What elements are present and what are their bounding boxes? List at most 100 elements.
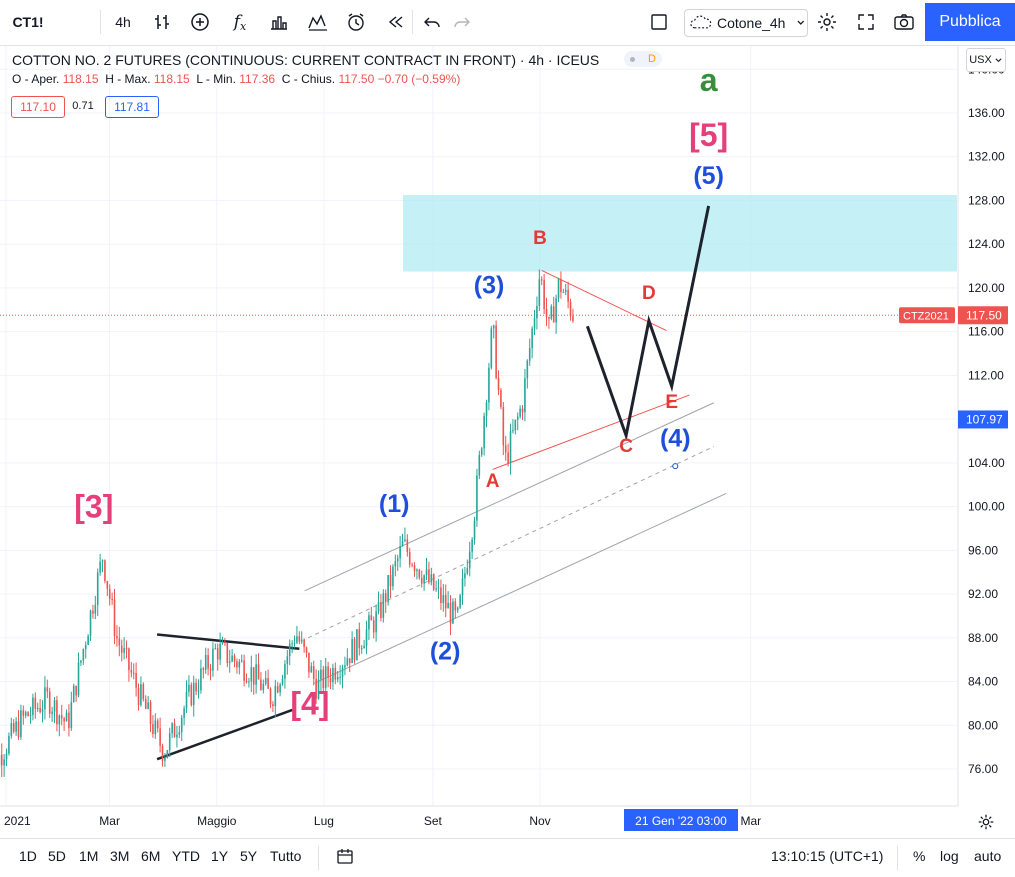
candle-body: [335, 668, 337, 680]
add-indicator-icon[interactable]: [186, 8, 214, 36]
candle-body: [500, 390, 502, 407]
range-5d-button[interactable]: 5D: [48, 848, 66, 864]
triangle-upper-line: [157, 635, 299, 649]
fullscreen-icon[interactable]: [852, 8, 880, 36]
candle-body: [481, 448, 483, 454]
auto-toggle[interactable]: auto: [974, 848, 1001, 864]
candle-body: [392, 567, 394, 587]
candle-body: [150, 702, 152, 724]
candle-body: [294, 643, 296, 644]
candle-body: [222, 642, 224, 644]
log-toggle[interactable]: log: [940, 848, 959, 864]
range-6m-button[interactable]: 6M: [141, 848, 160, 864]
candle-body: [536, 306, 538, 318]
wave-labels: a[5](5)B(3)DEC(4)A(1)[3](2)[4]: [74, 62, 728, 721]
candle-body: [275, 686, 277, 706]
candle-body: [95, 605, 97, 614]
bar-style-icon[interactable]: [148, 8, 176, 36]
axis-settings-icon[interactable]: [976, 812, 996, 832]
buy-price-button[interactable]: 117.81: [105, 96, 159, 118]
camera-icon[interactable]: [890, 8, 918, 36]
price-chart[interactable]: a[5](5)B(3)DEC(4)A(1)[3](2)[4] 140.00136…: [0, 46, 1015, 838]
candle-body: [263, 684, 265, 690]
candle-body: [227, 643, 229, 663]
candle-body: [224, 642, 226, 643]
range-5y-button[interactable]: 5Y: [240, 848, 257, 864]
candle-body: [457, 608, 459, 611]
candle-body: [207, 655, 209, 669]
sell-price-button[interactable]: 117.10: [11, 96, 65, 118]
range-1y-button[interactable]: 1Y: [211, 848, 228, 864]
candle-body: [265, 678, 267, 684]
candle-body: [203, 668, 205, 670]
ohlc-high-label: H - Max.: [105, 72, 150, 86]
candle-body: [193, 683, 195, 705]
candle-body: [435, 588, 437, 589]
candle-body: [63, 718, 65, 721]
candle-body: [133, 673, 135, 674]
candle-body: [399, 546, 401, 558]
clock-time[interactable]: 13:10:15 (UTC+1): [771, 848, 883, 864]
currency-select[interactable]: USX: [966, 48, 1006, 72]
layout-select-icon[interactable]: [645, 8, 673, 36]
candle-body: [159, 728, 161, 745]
candle-body: [71, 702, 73, 728]
range-ytd-button[interactable]: YTD: [172, 848, 200, 864]
candle-body: [503, 407, 505, 445]
alert-icon[interactable]: [342, 8, 370, 36]
templates-icon[interactable]: [304, 8, 332, 36]
candle-body: [570, 302, 572, 316]
candle-body: [80, 661, 82, 663]
price-tick-label: 136.00: [968, 106, 1005, 120]
candle-body: [433, 574, 435, 589]
bottom-toolbar: 1D 5D 1M 3M 6M YTD 1Y 5Y Tutto 13:10:15 …: [0, 838, 1015, 877]
candle-body: [35, 698, 37, 709]
price-tick-label: 104.00: [968, 456, 1005, 470]
spread-value: 0.71: [68, 96, 98, 116]
settings-icon[interactable]: [813, 8, 841, 36]
candle-body: [551, 306, 553, 318]
publish-button[interactable]: Pubblica: [925, 3, 1015, 41]
time-tick-label: Mar: [740, 814, 761, 828]
candle-body: [375, 611, 377, 632]
candle-body: [407, 540, 409, 553]
range-3m-button[interactable]: 3M: [110, 848, 129, 864]
candle-body: [85, 645, 87, 649]
financials-icon[interactable]: [265, 8, 293, 36]
candle-body: [404, 540, 406, 541]
interval-button[interactable]: 4h: [108, 8, 138, 36]
range-1d-button[interactable]: 1D: [19, 848, 37, 864]
range-all-button[interactable]: Tutto: [270, 848, 301, 864]
candle-body: [344, 665, 346, 667]
ohlc-low-value: 117.36: [239, 72, 275, 86]
candle-body: [488, 368, 490, 403]
candle-body: [476, 476, 478, 521]
candle-body: [541, 279, 543, 280]
candle-body: [421, 578, 423, 584]
candle-body: [306, 647, 308, 652]
range-1m-button[interactable]: 1M: [79, 848, 98, 864]
candle-body: [75, 686, 77, 696]
candle-body: [107, 581, 109, 589]
replay-icon[interactable]: [382, 8, 410, 36]
candle-body: [332, 668, 334, 682]
candle-body: [495, 326, 497, 378]
date-range-icon[interactable]: [336, 847, 354, 868]
wave-4-marker: [673, 464, 678, 469]
price-tick-label: 120.00: [968, 281, 1005, 295]
candle-body: [440, 587, 442, 603]
candle-body: [78, 663, 80, 696]
percent-toggle[interactable]: %: [913, 848, 925, 864]
wave-label: A: [486, 471, 500, 492]
layout-name-button[interactable]: Cotone_4h: [684, 9, 808, 37]
redo-icon[interactable]: [448, 8, 476, 36]
candle-body: [121, 646, 123, 653]
target-zone-rect: [403, 195, 957, 272]
undo-icon[interactable]: [418, 8, 446, 36]
candle-body: [267, 678, 269, 689]
candle-body: [423, 575, 425, 583]
symbol-search-button[interactable]: CT1!: [6, 8, 50, 36]
price-tick-label: 112.00: [968, 368, 1004, 382]
candle-body: [522, 409, 524, 413]
